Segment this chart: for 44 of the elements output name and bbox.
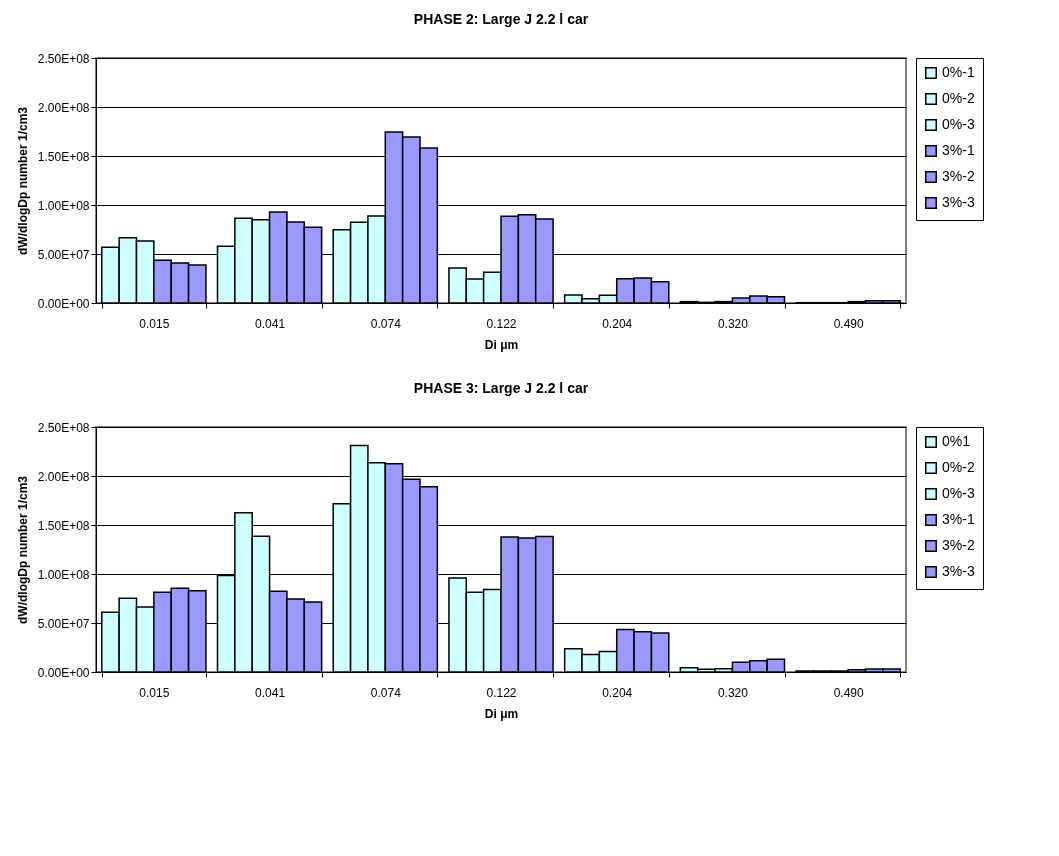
x-axis-title: Di μm [484,337,519,352]
y-axis-title: dW/dlogDp number 1/cm3 [15,106,30,256]
legend-label: 0%-1 [942,64,975,80]
x-tick-label: 0.074 [370,685,402,700]
y-axis-title: dW/dlogDp number 1/cm3 [15,475,30,625]
y-tick-label: 1.00E+08 [37,567,90,582]
y-tick-label: 0.00E+00 [37,296,90,311]
x-tick-label: 0.041 [255,316,286,331]
y-tick-label: 1.50E+08 [37,149,90,164]
y-tick-label: 1.00E+08 [37,198,90,213]
y-tick-label: 1.50E+08 [37,518,90,533]
legend-label: 0%-3 [942,485,975,501]
y-tick-label: 2.50E+08 [37,51,90,66]
x-axis-title: Di μm [484,706,519,721]
x-tick-label: 0.490 [833,316,864,331]
legend-label: 3%-2 [942,168,975,184]
legend-label: 0%-2 [942,459,975,475]
y-tick-label: 2.50E+08 [37,420,90,435]
legend-label: 0%1 [942,433,971,449]
x-tick-label: 0.490 [833,685,864,700]
y-tick-label: 2.00E+08 [37,469,90,484]
x-tick-label: 0.204 [602,316,633,331]
legend-label: 0%-2 [942,90,975,106]
legend-label: 3%-1 [942,511,975,527]
legend-label: 0%-3 [942,116,975,132]
x-tick-label: 0.074 [370,316,402,331]
legend-label: 3%-3 [942,563,975,579]
x-tick-label: 0.015 [139,685,170,700]
x-tick-label: 0.122 [486,316,517,331]
x-tick-label: 0.320 [717,685,749,700]
x-tick-label: 0.015 [139,316,170,331]
legend-label: 3%-3 [942,194,975,210]
x-tick-label: 0.204 [602,685,633,700]
x-tick-label: 0.122 [486,685,517,700]
x-tick-label: 0.041 [255,685,286,700]
y-tick-label: 0.00E+00 [37,665,90,680]
chart-title: PHASE 3: Large J 2.2 l car [413,380,589,396]
x-tick-label: 0.320 [717,316,749,331]
y-tick-label: 5.00E+07 [37,247,90,262]
y-tick-label: 2.00E+08 [37,100,90,115]
legend-label: 3%-1 [942,142,975,158]
chart-title: PHASE 2: Large J 2.2 l car [413,11,589,27]
y-tick-label: 5.00E+07 [37,616,90,631]
legend-label: 3%-2 [942,537,975,553]
